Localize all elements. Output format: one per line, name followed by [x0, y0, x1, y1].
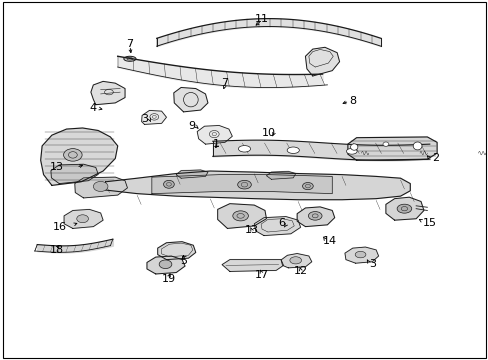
Polygon shape: [152, 175, 331, 194]
Text: 4: 4: [90, 103, 97, 113]
Text: 13: 13: [50, 162, 63, 172]
Ellipse shape: [396, 204, 411, 213]
Polygon shape: [41, 128, 118, 185]
Polygon shape: [64, 210, 103, 228]
Polygon shape: [142, 111, 166, 125]
Polygon shape: [297, 207, 334, 226]
Text: 13: 13: [244, 225, 258, 235]
Text: 7: 7: [126, 39, 133, 49]
Ellipse shape: [123, 56, 136, 61]
Polygon shape: [217, 204, 266, 228]
Polygon shape: [176, 170, 207, 178]
Ellipse shape: [238, 145, 250, 152]
Polygon shape: [385, 197, 423, 220]
Ellipse shape: [308, 212, 322, 220]
Polygon shape: [173, 87, 207, 112]
Ellipse shape: [286, 147, 299, 153]
Text: 17: 17: [254, 270, 268, 280]
Polygon shape: [147, 256, 184, 274]
Text: 14: 14: [322, 236, 336, 246]
Polygon shape: [266, 171, 295, 179]
Polygon shape: [51, 164, 98, 184]
Ellipse shape: [237, 180, 251, 189]
Polygon shape: [305, 47, 339, 76]
Text: 2: 2: [431, 153, 438, 163]
Text: 18: 18: [50, 245, 64, 255]
Ellipse shape: [77, 215, 88, 223]
Polygon shape: [91, 81, 125, 105]
Ellipse shape: [159, 260, 171, 269]
Ellipse shape: [346, 148, 356, 154]
Polygon shape: [254, 217, 300, 235]
Text: 8: 8: [348, 96, 356, 106]
Ellipse shape: [412, 142, 421, 150]
Text: 12: 12: [293, 266, 307, 276]
Polygon shape: [347, 137, 436, 160]
Ellipse shape: [93, 181, 108, 192]
Text: 9: 9: [188, 121, 195, 131]
Text: 10: 10: [261, 129, 275, 138]
Text: 3: 3: [368, 259, 375, 269]
Text: 15: 15: [422, 218, 436, 228]
Polygon shape: [75, 177, 127, 198]
Text: 3: 3: [141, 114, 148, 124]
Polygon shape: [158, 242, 195, 260]
Ellipse shape: [63, 149, 82, 161]
Ellipse shape: [302, 183, 313, 190]
Polygon shape: [344, 247, 378, 263]
Text: 7: 7: [221, 78, 228, 88]
Text: 11: 11: [254, 14, 268, 24]
Ellipse shape: [163, 180, 174, 188]
Text: 5: 5: [180, 256, 187, 266]
Text: 6: 6: [278, 218, 285, 228]
Text: 16: 16: [52, 222, 66, 231]
Polygon shape: [222, 260, 283, 271]
Polygon shape: [105, 171, 409, 200]
Ellipse shape: [289, 257, 301, 264]
Ellipse shape: [350, 144, 357, 150]
Text: 19: 19: [162, 274, 176, 284]
Polygon shape: [281, 253, 311, 268]
Polygon shape: [197, 126, 232, 144]
Text: 1: 1: [212, 139, 219, 149]
Ellipse shape: [382, 142, 388, 146]
Ellipse shape: [354, 251, 365, 258]
Ellipse shape: [232, 211, 248, 221]
